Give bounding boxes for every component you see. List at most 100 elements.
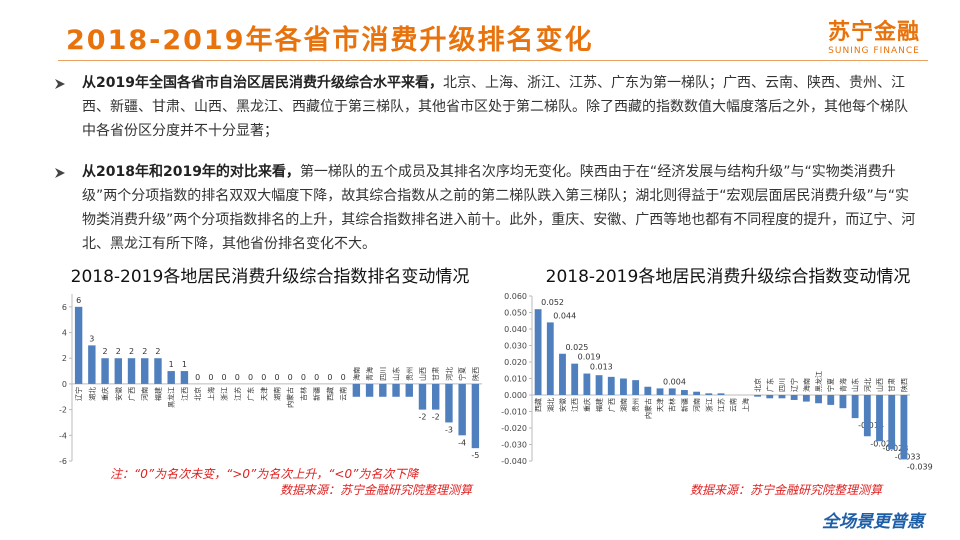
data-label: 2 — [129, 347, 134, 356]
x-tick-label: 江苏 — [233, 387, 242, 401]
x-tick-label: 四川 — [778, 378, 786, 392]
data-label: -3 — [445, 425, 453, 434]
bar — [405, 383, 413, 397]
data-label: 0.013 — [590, 363, 613, 372]
x-tick-label: 安徽 — [558, 398, 567, 412]
data-label: 0.019 — [578, 353, 601, 362]
x-tick-label: 北京 — [193, 387, 202, 401]
data-label: 0 — [248, 373, 253, 382]
data-label: 0 — [261, 373, 266, 382]
data-label: 0.044 — [553, 311, 576, 320]
data-label: 0 — [327, 373, 332, 382]
x-tick-label: 山西 — [875, 378, 884, 392]
y-tick-label: 6 — [62, 303, 67, 312]
bar — [815, 395, 822, 404]
data-label: 2 — [155, 347, 160, 356]
bullet-text: 第一梯队的五个成员及其排名次序均无变化。陕西由于在“经济发展与结构升级”与“实物… — [82, 164, 916, 252]
bar — [790, 395, 798, 400]
x-tick-label: 陕西 — [471, 367, 480, 381]
x-tick-label: 辽宁 — [74, 387, 83, 401]
bar — [827, 395, 835, 405]
data-label: 0 — [195, 373, 200, 382]
x-tick-label: 湖南 — [273, 387, 282, 401]
x-tick-label: 西藏 — [325, 387, 334, 401]
x-tick-label: 江西 — [181, 387, 189, 401]
y-tick-label: -0.020 — [501, 424, 527, 433]
x-tick-label: 重庆 — [101, 387, 110, 401]
x-tick-label: 天津 — [260, 387, 268, 401]
y-tick-label: 0.000 — [504, 391, 527, 400]
data-label: 0 — [314, 373, 319, 382]
x-tick-label: 宁夏 — [826, 378, 835, 392]
y-tick-label: -2 — [59, 406, 67, 415]
logo-sub: SUNING FINANCE — [828, 46, 920, 56]
bar — [900, 395, 908, 460]
bar — [458, 383, 466, 436]
bar — [583, 373, 591, 395]
bar — [141, 358, 149, 384]
y-tick-label: 0.040 — [504, 325, 527, 334]
x-tick-label: 新疆 — [680, 398, 689, 412]
bar — [571, 363, 579, 395]
bar — [101, 358, 109, 384]
bar — [607, 376, 615, 395]
y-tick-label: -6 — [59, 457, 67, 466]
x-tick-label: 江西 — [571, 398, 579, 412]
x-tick-label: 海南 — [802, 378, 811, 392]
bullet: 从2018年和2019年的对比来看，第一梯队的五个成员及其排名次序均无变化。陕西… — [82, 160, 917, 256]
bullet-text: 北京、上海、浙江、江苏、广东为第一梯队；广西、云南、陕西、贵州、江西、新疆、甘肃… — [82, 75, 908, 139]
bar — [681, 390, 688, 395]
bar — [888, 395, 896, 450]
x-tick-label: 陕西 — [899, 378, 908, 392]
bar — [632, 380, 640, 395]
y-tick-label: 0.020 — [504, 358, 527, 367]
bar — [534, 309, 542, 395]
x-tick-label: 广东 — [765, 378, 774, 392]
x-tick-label: 云南 — [339, 387, 348, 401]
x-tick-label: 山东 — [851, 378, 860, 392]
data-label: -0.033 — [895, 452, 921, 461]
x-tick-label: 河北 — [864, 378, 872, 392]
x-tick-label: 重庆 — [582, 398, 591, 412]
x-tick-label: 上海 — [206, 387, 215, 401]
bar — [379, 383, 387, 397]
bar — [546, 322, 554, 395]
x-tick-label: 河北 — [445, 367, 453, 381]
chart-title: 2018-2019各地居民消费升级综合指数变动情况 — [546, 267, 911, 287]
data-label: 2 — [116, 347, 121, 356]
bullet-lead: 从2018年和2019年的对比来看， — [82, 164, 300, 180]
bullet-icon — [55, 79, 65, 89]
y-tick-label: 0 — [62, 380, 67, 389]
x-tick-label: 四川 — [379, 367, 387, 381]
data-label: 0.004 — [663, 377, 686, 386]
x-tick-label: 新疆 — [312, 387, 321, 401]
bar — [167, 371, 175, 384]
data-label: -5 — [471, 451, 479, 460]
data-label: 0.025 — [565, 343, 588, 352]
data-label: -2 — [418, 413, 426, 422]
x-tick-label: 黑龙江 — [167, 387, 176, 408]
bar — [705, 393, 713, 395]
bar — [717, 393, 725, 395]
x-tick-label: 云南 — [729, 398, 738, 412]
x-tick-label: 河南 — [692, 398, 701, 412]
x-tick-label: 广西 — [607, 398, 616, 412]
y-tick-label: 2 — [62, 354, 67, 363]
data-label: -0.039 — [907, 462, 933, 471]
bar — [88, 345, 96, 384]
x-tick-label: 内蒙古 — [643, 398, 652, 419]
bar — [766, 395, 774, 399]
x-tick-label: 广西 — [127, 387, 136, 401]
bar — [693, 391, 701, 395]
data-label: 6 — [76, 296, 81, 305]
bar — [180, 371, 189, 384]
x-tick-label: 内蒙古 — [286, 387, 295, 408]
x-tick-label: 吉林 — [299, 387, 308, 401]
bar — [863, 395, 871, 437]
x-tick-label: 青海 — [838, 378, 847, 392]
x-tick-label: 吉林 — [668, 398, 677, 412]
x-tick-label: 西藏 — [534, 398, 543, 412]
x-tick-label: 上海 — [741, 398, 750, 412]
slide-title: 2018-2019年各省市消费升级排名变化 — [66, 25, 594, 56]
bar — [471, 383, 480, 449]
